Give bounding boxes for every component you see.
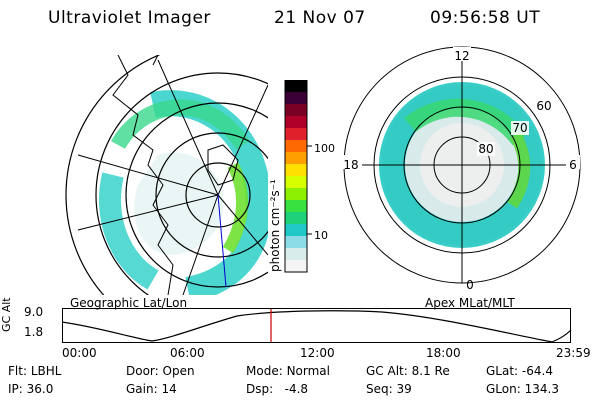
colorbar-cell xyxy=(285,176,307,189)
mlt-label-6: 6 xyxy=(569,158,577,172)
colorbar-cell xyxy=(285,188,307,201)
geographic-panel-label: Geographic Lat/Lon xyxy=(70,296,188,310)
status-mode: Mode: Normal xyxy=(246,364,330,378)
colorbar-unit-label: photon cm⁻²s⁻¹ xyxy=(268,179,282,272)
timeline-tick-0600: 06:00 xyxy=(170,346,205,360)
emission-band-inner xyxy=(134,152,224,255)
status-gain: Gain: 14 xyxy=(126,382,177,396)
mlat-label-70: 70 xyxy=(512,121,527,135)
timeline-tick-1800: 18:00 xyxy=(426,346,461,360)
status-sequence: Seq: 39 xyxy=(366,382,412,396)
mlat-label-80: 80 xyxy=(478,142,493,156)
colorbar-tick-100: 100 xyxy=(314,142,335,155)
instrument-title: Ultraviolet Imager xyxy=(48,8,211,28)
timeline-tick-0000: 00:00 xyxy=(62,346,97,360)
timeline-tick-2359: 23:59 xyxy=(556,346,591,360)
altitude-timeline-plot xyxy=(62,308,572,343)
time-label: 09:56:58 UT xyxy=(430,8,541,28)
status-ip: IP: 36.0 xyxy=(8,382,54,396)
status-door: Door: Open xyxy=(126,364,195,378)
timeline-tick-1200: 12:00 xyxy=(300,346,335,360)
colorbar-cell xyxy=(285,212,307,225)
colorbar-cell xyxy=(285,116,307,129)
colorbar-cell xyxy=(285,224,307,237)
mlt-label-18: 18 xyxy=(343,158,358,172)
date-label: 21 Nov 07 xyxy=(274,8,366,28)
geographic-image-panel xyxy=(65,55,268,295)
colorbar-cell xyxy=(285,128,307,141)
status-gc-altitude: GC Alt: 8.1 Re xyxy=(366,364,450,378)
auroral-oval-dayside xyxy=(404,98,528,146)
apex-polar-plot: 12 18 6 0 60 70 80 xyxy=(340,46,581,292)
colorbar-cell xyxy=(285,200,307,213)
altitude-ytick-max: 9.0 xyxy=(24,305,44,319)
colorbar-cell xyxy=(285,248,307,261)
sun-direction-line xyxy=(217,194,227,288)
emission-band-upper xyxy=(111,99,250,150)
mlt-label-0: 0 xyxy=(466,278,474,292)
colorbar-cell xyxy=(285,140,307,153)
status-glat: GLat: -64.4 xyxy=(486,364,553,378)
emission-band-left xyxy=(99,172,159,290)
colorbar-cell xyxy=(285,104,307,117)
status-filter: Flt: LBHL xyxy=(8,364,62,378)
coastline xyxy=(112,55,174,295)
colorbar-cell xyxy=(285,152,307,165)
emission-band-bright xyxy=(222,162,249,254)
altitude-ytick-min: 1.8 xyxy=(24,325,44,339)
colorbar-cell xyxy=(285,260,307,273)
status-glon: GLon: 134.3 xyxy=(486,382,559,396)
colorbar-tick-10: 10 xyxy=(314,229,328,242)
intensity-colorbar: photon cm⁻²s⁻¹ xyxy=(268,80,312,273)
colorbar-cell xyxy=(285,80,307,93)
apex-panel-label: Apex MLat/MLT xyxy=(425,296,515,310)
colorbar-cell xyxy=(285,92,307,105)
colorbar-cell xyxy=(285,236,307,249)
colorbar-cell xyxy=(285,164,307,177)
altitude-ylabel: GC Alt xyxy=(0,297,13,332)
mlat-label-60: 60 xyxy=(536,99,551,113)
status-dsp: Dsp: -4.8 xyxy=(246,382,309,396)
altitude-curve xyxy=(62,310,572,343)
mlt-label-12: 12 xyxy=(454,49,469,63)
